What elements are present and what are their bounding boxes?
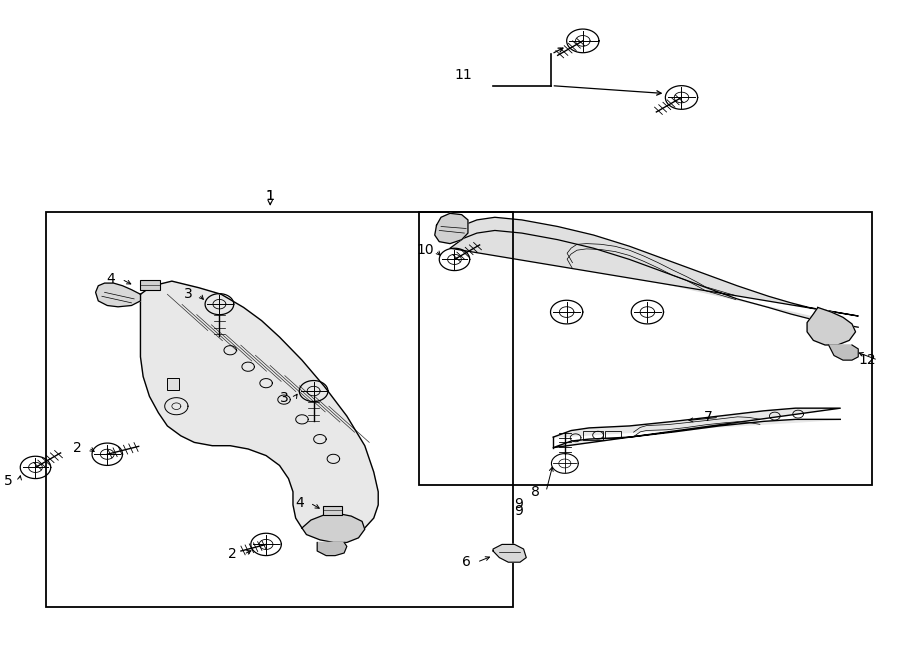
Text: 10: 10 [416, 243, 434, 257]
Text: 2: 2 [229, 547, 238, 561]
Text: 8: 8 [531, 485, 540, 499]
Bar [140, 280, 160, 290]
Bar [418, 212, 872, 485]
Polygon shape [302, 514, 365, 543]
Polygon shape [435, 214, 468, 244]
Bar [583, 431, 602, 440]
Text: 7: 7 [704, 410, 713, 424]
Text: 3: 3 [184, 288, 193, 301]
Text: 6: 6 [462, 555, 471, 569]
Polygon shape [140, 281, 378, 538]
Bar [605, 430, 621, 438]
Text: 9: 9 [514, 504, 523, 518]
Bar [167, 378, 179, 390]
Text: 3: 3 [280, 391, 288, 405]
Text: 9: 9 [514, 496, 523, 510]
Bar [46, 212, 513, 607]
Text: 1: 1 [266, 188, 274, 202]
Polygon shape [493, 545, 526, 563]
Text: 4: 4 [106, 272, 115, 286]
Text: 2: 2 [73, 441, 82, 455]
Polygon shape [95, 283, 140, 307]
Text: 4: 4 [295, 496, 303, 510]
Polygon shape [317, 543, 346, 556]
Polygon shape [829, 345, 859, 360]
Text: 1: 1 [266, 188, 274, 202]
Text: 11: 11 [454, 68, 472, 82]
Bar [322, 506, 342, 515]
Polygon shape [554, 408, 841, 447]
Text: 12: 12 [859, 353, 876, 367]
Text: 5: 5 [4, 473, 13, 488]
Polygon shape [807, 307, 856, 345]
Polygon shape [450, 217, 859, 327]
